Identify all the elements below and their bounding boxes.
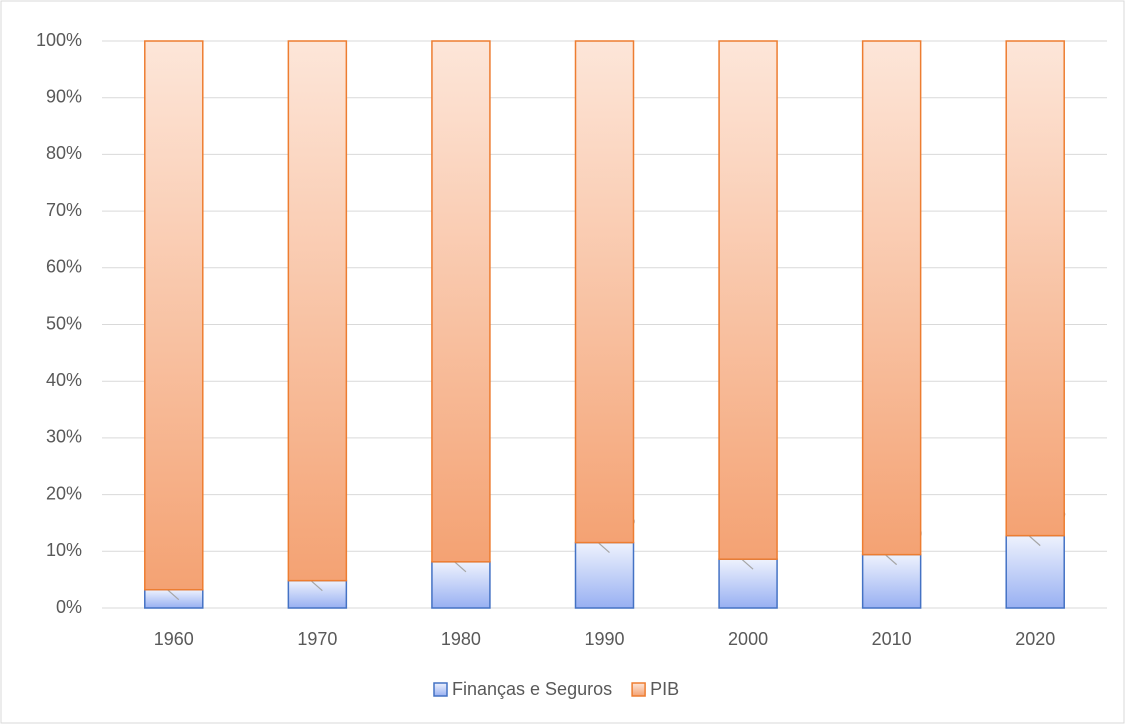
y-tick-label: 70% [46,200,82,220]
bar-segment [1005,40,1065,537]
bar-segment [1005,534,1065,609]
legend-label: Finanças e Seguros [452,679,612,699]
x-tick-label: 2000 [728,629,768,649]
legend-swatch [631,682,646,697]
x-tick-label: 2020 [1015,629,1055,649]
bar-segment [431,561,491,609]
x-tick-label: 1980 [441,629,481,649]
y-tick-label: 0% [56,597,82,617]
bar-segment [574,40,635,544]
bar-segment [287,40,348,582]
bar-segment [861,40,922,556]
bar-segment [144,40,204,591]
bar-segment [718,40,778,560]
x-tick-label: 1960 [154,629,194,649]
y-tick-label: 90% [46,86,82,106]
legend-label: PIB [650,679,679,699]
y-tick-label: 20% [46,483,82,503]
y-tick-label: 10% [46,540,82,560]
y-tick-label: 40% [46,370,82,390]
bar-segment [144,588,204,609]
bar-segment [574,541,635,609]
y-tick-label: 30% [46,427,82,447]
x-tick-label: 1990 [584,629,624,649]
bar-segment [861,553,922,609]
bar-segment [287,579,348,609]
y-tick-label: 80% [46,143,82,163]
y-tick-label: 50% [46,313,82,333]
x-tick-label: 2010 [872,629,912,649]
bar-segment [431,40,491,563]
y-tick-label: 60% [46,257,82,277]
y-tick-label: 100% [36,30,82,50]
x-tick-label: 1970 [297,629,337,649]
legend-swatch [433,682,448,697]
bar-segment [718,558,778,609]
